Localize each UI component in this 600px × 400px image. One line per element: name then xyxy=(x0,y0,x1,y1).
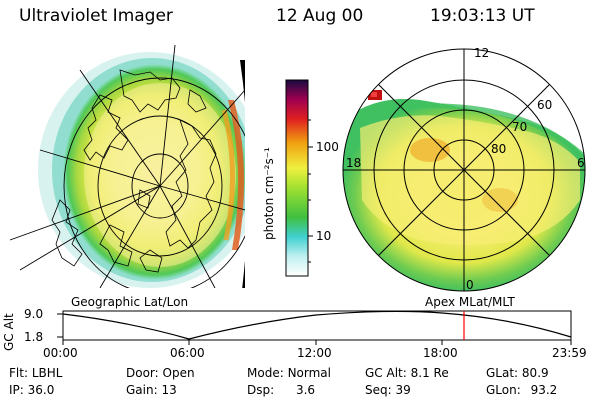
apex-lat-80: 80 xyxy=(491,142,507,156)
altitude-plot-frame xyxy=(62,310,572,341)
info-gc-alt: GC Alt: 8.1 Re xyxy=(365,366,449,380)
geo-panel-label: Geographic Lat/Lon xyxy=(71,295,189,309)
apex-grid xyxy=(342,48,586,292)
info-ip: IP: 36.0 xyxy=(9,383,55,397)
geographic-image xyxy=(9,44,245,288)
alt-xtick-1800: 18:00 xyxy=(423,346,458,360)
info-gain: Gain: 13 xyxy=(126,383,177,397)
alt-xtick-0000: 00:00 xyxy=(43,346,78,360)
apex-lat-70: 70 xyxy=(512,120,528,134)
info-glon: GLon: 93.2 xyxy=(486,383,558,397)
alt-ytick-1-8: 1.8 xyxy=(24,330,44,344)
colorbar-unit-label: photon cm⁻²s⁻¹ xyxy=(262,147,276,240)
alt-ylabel: GC Alt xyxy=(2,313,16,351)
apex-mlt-18: 18 xyxy=(346,156,362,170)
info-seq: Seq: 39 xyxy=(365,383,411,397)
apex-mlt-12: 12 xyxy=(474,46,490,60)
apex-mlt-0: 0 xyxy=(466,278,474,292)
info-dsp: Dsp: 3.6 xyxy=(247,383,316,397)
alt-xtick-2359: 23:59 xyxy=(552,346,587,360)
apex-lat-60: 60 xyxy=(537,98,553,112)
alt-xtick-0600: 06:00 xyxy=(170,346,205,360)
info-mode: Mode: Normal xyxy=(247,366,331,380)
info-door: Door: Open xyxy=(126,366,195,380)
date-label: 12 Aug 00 xyxy=(276,6,364,26)
altitude-curve xyxy=(62,310,572,340)
colorbar-ticks xyxy=(308,119,313,263)
altitude-plot-ticks xyxy=(57,313,572,345)
alt-xtick-1200: 12:00 xyxy=(297,346,332,360)
time-label: 19:03:13 UT xyxy=(430,6,535,26)
colorbar-tick-10: 10 xyxy=(316,229,332,243)
colorbar xyxy=(285,79,309,277)
info-filter: Flt: LBHL xyxy=(9,366,63,380)
colorbar-tick-100: 100 xyxy=(316,140,339,154)
info-glat: GLat: 80.9 xyxy=(486,366,549,380)
apex-mlt-6: 6 xyxy=(577,156,585,170)
instrument-title: Ultraviolet Imager xyxy=(19,6,173,26)
apex-panel-label: Apex MLat/MLT xyxy=(425,295,515,309)
alt-ytick-9: 9.0 xyxy=(24,307,44,321)
